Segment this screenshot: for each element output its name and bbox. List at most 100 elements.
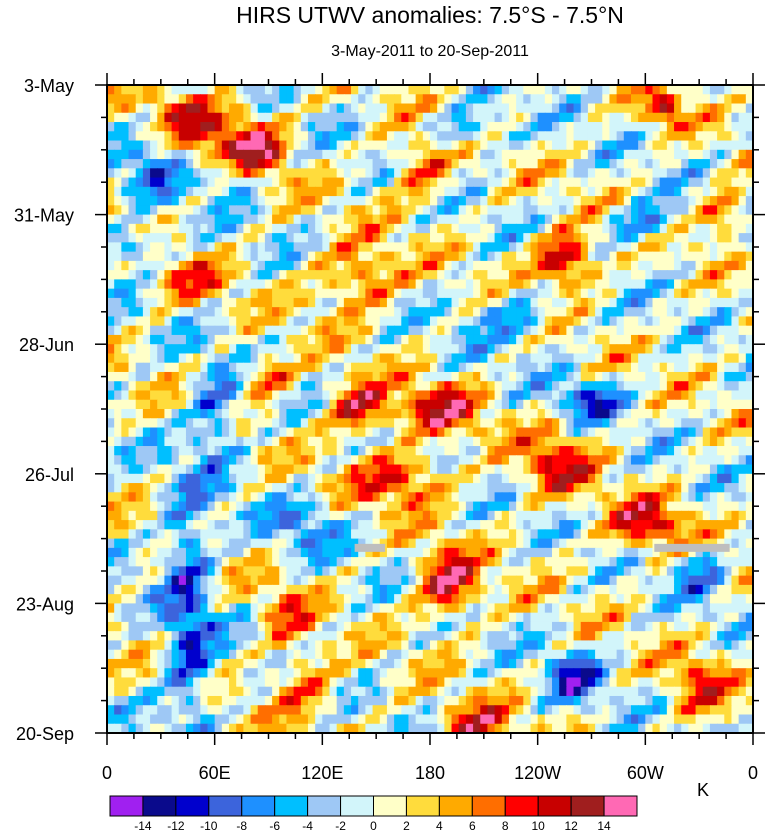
field-cell: [243, 186, 252, 197]
field-cell: [552, 140, 560, 151]
field-cell: [264, 510, 273, 521]
field-cell: [544, 381, 553, 392]
field-cell: [444, 427, 453, 438]
field-cell: [501, 557, 510, 567]
field-cell: [487, 557, 496, 567]
field-cell: [530, 149, 539, 160]
field-cell: [444, 288, 453, 299]
field-cell: [336, 85, 345, 95]
field-cell: [358, 288, 366, 299]
field-cell: [487, 353, 496, 364]
field-cell: [444, 159, 453, 169]
field-cell: [322, 279, 331, 290]
field-cell: [121, 353, 130, 364]
field-cell: [717, 492, 725, 503]
field-cell: [616, 223, 625, 234]
field-cell: [602, 279, 611, 290]
field-cell: [250, 483, 259, 493]
field-cell: [386, 464, 395, 475]
field-cell: [207, 103, 216, 114]
field-cell: [229, 390, 237, 401]
field-cell: [422, 149, 431, 160]
field-cell: [279, 501, 288, 512]
field-cell: [702, 584, 711, 595]
field-cell: [630, 399, 639, 410]
field-cell: [114, 501, 122, 512]
field-cell: [279, 297, 288, 308]
field-cell: [537, 418, 546, 429]
field-cell: [107, 297, 115, 308]
field-cell: [322, 112, 331, 123]
field-cell: [272, 334, 280, 345]
field-cell: [322, 344, 331, 355]
field-cell: [623, 547, 632, 558]
field-cell: [272, 297, 280, 308]
field-cell: [523, 446, 532, 456]
field-cell: [279, 584, 288, 595]
field-cell: [602, 418, 611, 429]
field-cell: [171, 242, 180, 253]
field-cell: [365, 196, 374, 206]
field-cell: [458, 205, 467, 216]
field-cell: [272, 94, 280, 105]
field-cell: [437, 214, 445, 225]
field-cell: [236, 131, 244, 142]
field-cell: [178, 566, 187, 577]
field-cell: [587, 436, 596, 447]
field-cell: [709, 483, 718, 493]
field-cell: [688, 233, 697, 243]
field-cell: [501, 214, 510, 225]
field-cell: [315, 122, 323, 132]
field-cell: [508, 436, 517, 447]
field-cell: [516, 455, 524, 466]
field-cell: [444, 566, 453, 577]
field-cell: [573, 122, 582, 132]
field-cell: [135, 279, 144, 290]
field-cell: [236, 455, 244, 466]
field-cell: [142, 205, 151, 216]
field-cell: [336, 418, 345, 429]
field-cell: [537, 196, 546, 206]
field-cell: [200, 223, 209, 234]
field-cell: [566, 566, 575, 577]
field-cell: [487, 390, 496, 401]
field-cell: [458, 510, 467, 521]
field-cell: [501, 168, 510, 179]
field-cell: [286, 529, 295, 540]
field-cell: [501, 270, 510, 280]
field-cell: [602, 168, 611, 179]
field-cell: [745, 85, 753, 95]
field-cell: [379, 307, 388, 318]
field-cell: [695, 205, 704, 216]
field-cell: [451, 371, 460, 382]
field-cell: [164, 353, 173, 364]
field-cell: [508, 584, 517, 595]
field-cell: [552, 316, 560, 327]
field-cell: [243, 122, 252, 132]
field-cell: [415, 297, 424, 308]
field-cell: [229, 418, 237, 429]
field-cell: [358, 122, 366, 132]
field-cell: [638, 501, 646, 512]
field-cell: [508, 492, 517, 503]
field-cell: [523, 520, 532, 530]
field-cell: [523, 492, 532, 503]
field-cell: [480, 418, 489, 429]
field-cell: [351, 344, 359, 355]
field-cell: [717, 205, 725, 216]
field-cell: [573, 288, 582, 299]
field-cell: [702, 214, 711, 225]
field-cell: [709, 436, 718, 447]
field-cell: [552, 547, 560, 558]
field-cell: [638, 214, 646, 225]
field-cell: [559, 279, 567, 290]
field-cell: [293, 260, 302, 271]
field-cell: [587, 214, 596, 225]
field-cell: [379, 594, 388, 604]
field-cell: [401, 584, 410, 595]
field-cell: [128, 566, 137, 577]
field-cell: [731, 409, 740, 419]
field-cell: [307, 483, 316, 493]
field-cell: [473, 455, 481, 466]
field-cell: [458, 390, 467, 401]
